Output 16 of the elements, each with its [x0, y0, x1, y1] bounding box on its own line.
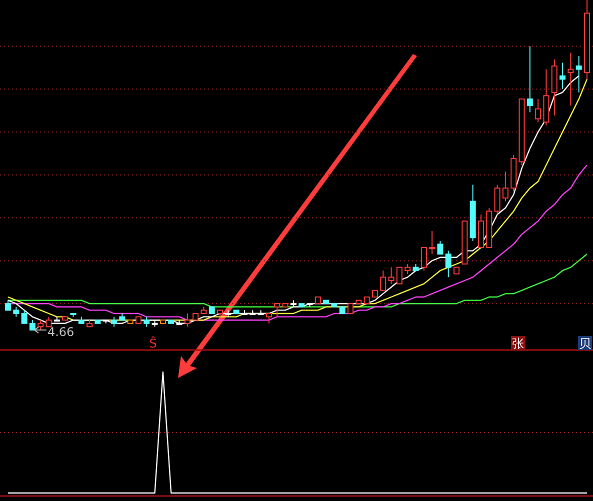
- candlestick: [404, 264, 411, 274]
- candlestick: [568, 52, 574, 106]
- candlestick: [470, 184, 476, 242]
- annotation: 4.66: [47, 325, 74, 339]
- text: 贝: [579, 336, 591, 350]
- candlestick: [526, 46, 533, 113]
- candlestick: [388, 266, 394, 284]
- candlestick: [560, 62, 566, 90]
- candlestick: [510, 154, 517, 192]
- text: 张: [512, 336, 524, 350]
- candlestick: [551, 58, 558, 116]
- text: Ŝ: [149, 336, 157, 350]
- candlestick: [502, 171, 508, 202]
- candlestick: [576, 56, 582, 93]
- candlestick: [543, 68, 550, 126]
- candlestick: [584, 0, 590, 80]
